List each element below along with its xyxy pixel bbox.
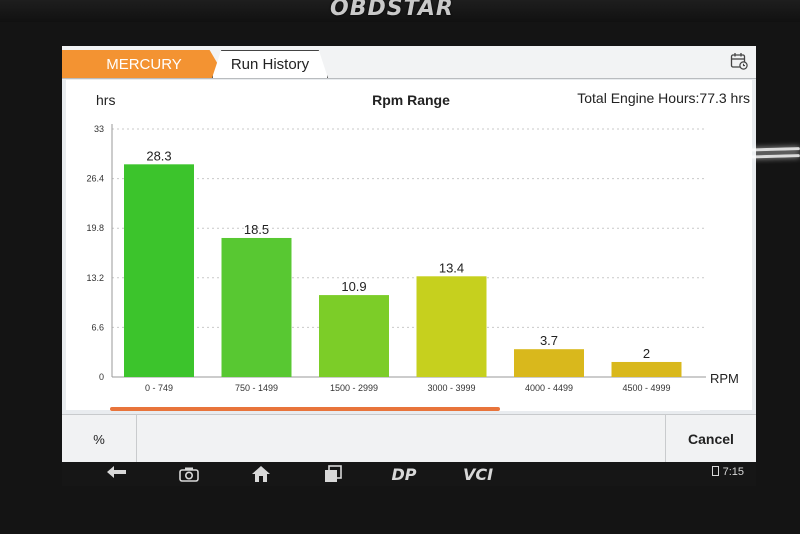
bar-value-label: 13.4 bbox=[439, 260, 464, 275]
chart-title: Rpm Range bbox=[372, 92, 450, 108]
percent-button[interactable]: % bbox=[62, 415, 137, 462]
bar-value-label: 2 bbox=[643, 346, 650, 361]
y-tick-label: 13.2 bbox=[86, 273, 104, 283]
y-tick-label: 6.6 bbox=[91, 322, 104, 332]
bottom-bar: % Cancel bbox=[62, 414, 756, 462]
back-icon[interactable] bbox=[102, 464, 132, 484]
bar-value-label: 28.3 bbox=[146, 148, 171, 163]
bar bbox=[221, 237, 292, 377]
bar bbox=[514, 349, 584, 377]
y-tick-label: 0 bbox=[99, 372, 104, 382]
bar bbox=[416, 276, 487, 377]
bar-value-label: 3.7 bbox=[540, 333, 558, 348]
chart-scroll-thumb[interactable] bbox=[110, 407, 500, 411]
x-tick-label: 1500 - 2999 bbox=[330, 383, 378, 393]
camera-icon[interactable] bbox=[174, 464, 204, 484]
system-nav-bar: DP VCI 7:15 bbox=[62, 462, 756, 486]
x-tick-label: 4000 - 4499 bbox=[525, 383, 573, 393]
y-tick-label: 26.4 bbox=[86, 174, 104, 184]
brand-logo: OBDSTAR bbox=[330, 0, 454, 21]
total-engine-hours: Total Engine Hours:77.3 hrs bbox=[577, 90, 750, 106]
y-tick-label: 33 bbox=[94, 124, 104, 134]
bar-chart: 0 6.6 13.2 19.8 26.4 33 28.3 0 - 749 18.5 750 - 1… bbox=[86, 124, 739, 393]
calendar-icon[interactable] bbox=[730, 52, 748, 70]
app-screen: MERCURY Run History hrs Rpm Range Total … bbox=[62, 46, 756, 462]
vci-icon[interactable]: VCI bbox=[462, 464, 494, 484]
tab-run-history[interactable]: Run History bbox=[212, 50, 328, 78]
clock-time: 7:15 bbox=[722, 466, 744, 478]
status-clock: 7:15 bbox=[711, 466, 744, 478]
dp-icon[interactable]: DP bbox=[391, 464, 417, 484]
battery-icon bbox=[711, 466, 719, 476]
x-tick-label: 0 - 749 bbox=[145, 383, 173, 393]
home-icon[interactable] bbox=[246, 464, 276, 484]
cancel-button[interactable]: Cancel bbox=[665, 415, 756, 462]
y-axis-label: hrs bbox=[96, 92, 116, 108]
bar-value-label: 18.5 bbox=[244, 222, 269, 237]
bar bbox=[319, 295, 389, 377]
x-tick-label: 750 - 1499 bbox=[235, 383, 278, 393]
device-bezel: OBDSTAR bbox=[0, 0, 800, 22]
bar bbox=[124, 164, 194, 377]
x-axis-label: RPM bbox=[710, 371, 739, 386]
bar-value-label: 10.9 bbox=[341, 279, 366, 294]
chart-area: hrs Rpm Range Total Engine Hours:77.3 hr… bbox=[66, 80, 752, 410]
bar bbox=[611, 361, 682, 377]
tab-mercury[interactable]: MERCURY bbox=[62, 50, 226, 78]
recent-apps-icon[interactable] bbox=[318, 464, 348, 484]
x-tick-label: 4500 - 4999 bbox=[622, 383, 670, 393]
tab-bar: MERCURY Run History bbox=[62, 46, 756, 79]
x-tick-label: 3000 - 3999 bbox=[427, 383, 475, 393]
y-tick-label: 19.8 bbox=[86, 223, 104, 233]
